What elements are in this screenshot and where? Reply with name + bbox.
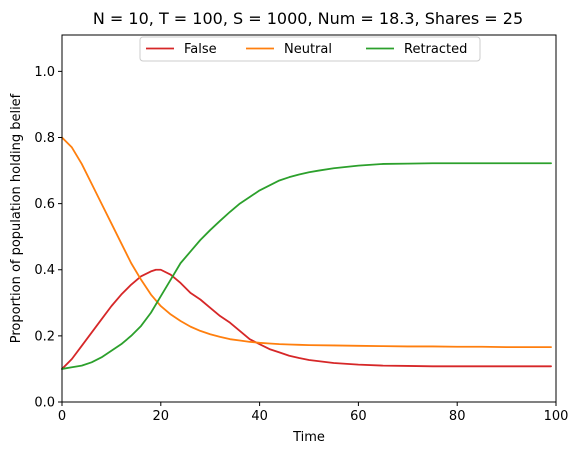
legend-label-neutral: Neutral — [284, 42, 332, 57]
x-tick-label: 0 — [58, 409, 66, 424]
legend-label-false: False — [184, 42, 217, 57]
y-axis-label: Proportion of population holding belief — [9, 93, 24, 343]
chart-title: N = 10, T = 100, S = 1000, Num = 18.3, S… — [93, 9, 523, 28]
y-tick-label: 0.2 — [34, 329, 55, 344]
y-tick-label: 0.4 — [34, 263, 55, 278]
series-line-neutral — [61, 136, 552, 349]
series-line-retracted — [61, 162, 552, 370]
x-tick-label: 100 — [544, 409, 569, 424]
y-tick-label: 0.6 — [34, 197, 55, 212]
series-line-false — [61, 268, 552, 370]
y-axis: 0.0 0.2 0.4 0.6 0.8 1.0 — [34, 65, 62, 411]
series-layer — [61, 136, 552, 370]
y-tick-label: 1.0 — [34, 65, 55, 80]
plot-frame — [61, 34, 557, 403]
x-axis-label: Time — [292, 430, 325, 445]
y-tick-label: 0.8 — [34, 131, 55, 146]
x-tick-label: 40 — [251, 409, 268, 424]
x-tick-label: 20 — [153, 409, 170, 424]
legend-frame — [139, 36, 481, 62]
y-tick-label: 0.0 — [34, 396, 55, 411]
legend: False Neutral Retracted — [139, 36, 481, 62]
x-tick-label: 60 — [350, 409, 367, 424]
x-tick-label: 80 — [449, 409, 466, 424]
legend-label-retracted: Retracted — [404, 42, 467, 57]
x-axis: 0 20 40 60 80 100 — [58, 402, 569, 424]
